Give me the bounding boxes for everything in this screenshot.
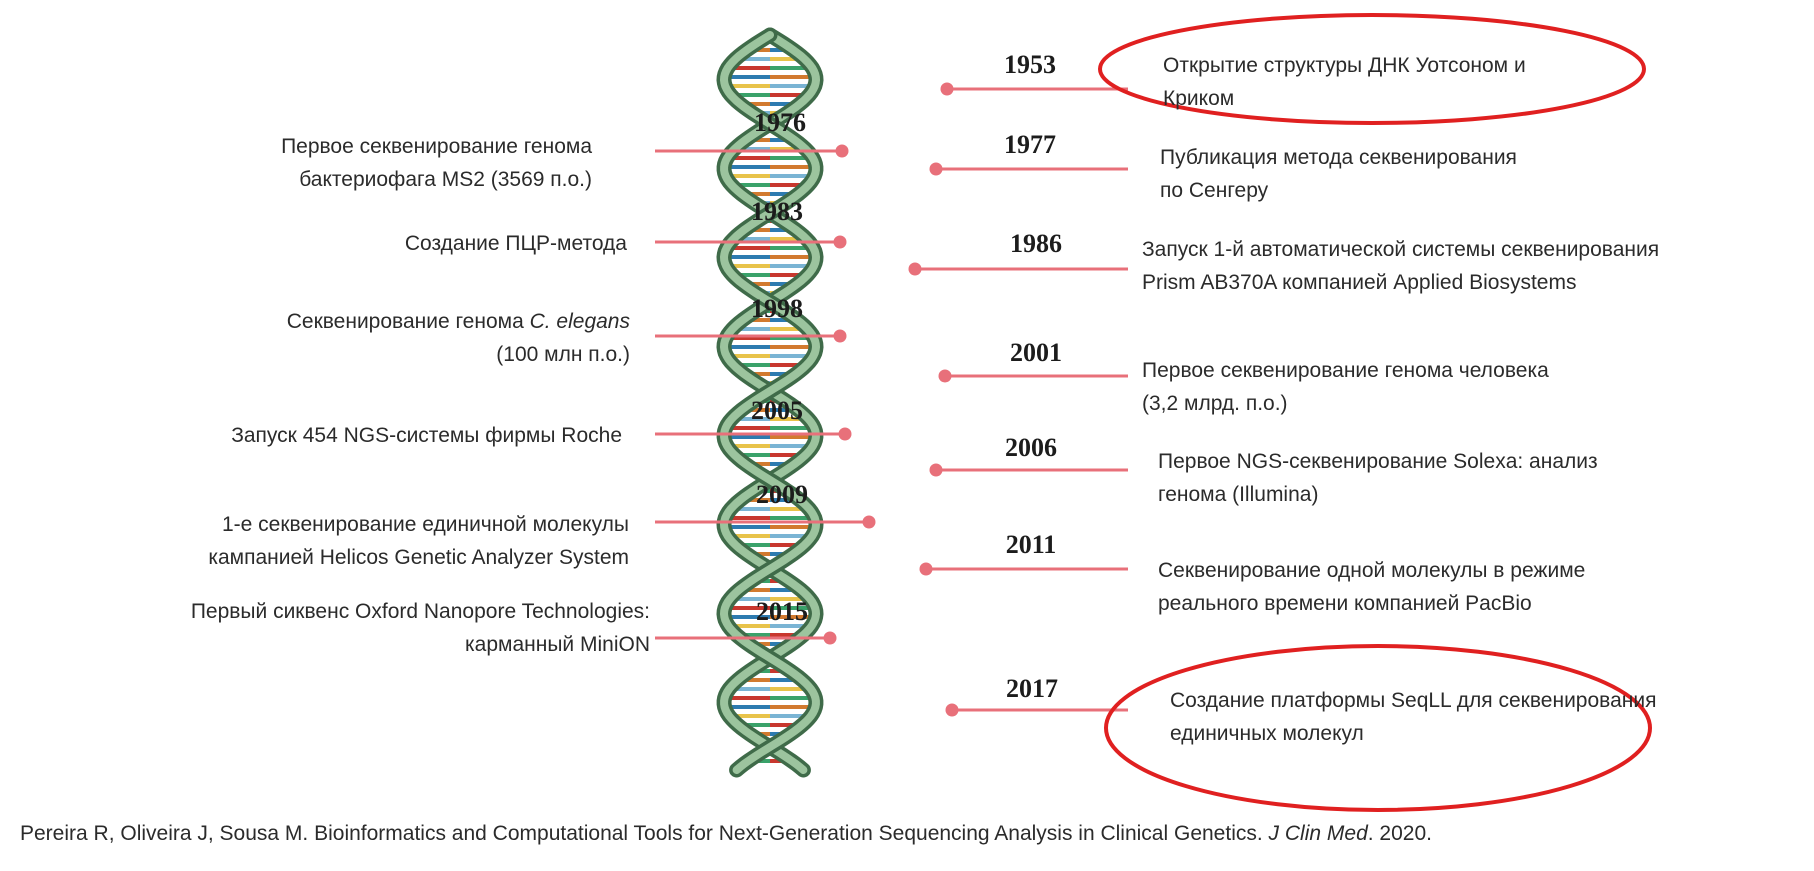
year-1986: 1986 <box>1010 229 1062 258</box>
year-2006: 2006 <box>1005 433 1057 462</box>
year-2011: 2011 <box>1006 530 1057 559</box>
year-2015: 2015 <box>756 597 808 626</box>
connector-dot-2006 <box>929 463 943 477</box>
highlight-ellipse-1953 <box>1098 13 1646 125</box>
year-labels: 1953 1976 1977 1983 1986 1998 2001 2005 2006 2009… <box>751 50 1062 703</box>
connector-dot-1986 <box>908 262 922 276</box>
year-1998: 1998 <box>751 294 803 323</box>
event-label-1983: Создание ПЦР-метода <box>404 232 627 255</box>
year-1953: 1953 <box>1004 50 1056 79</box>
year-2005: 2005 <box>751 396 803 425</box>
event-label-2006: Первое NGS-секвенирование Solexa: анализ… <box>1158 450 1598 506</box>
dna-helix-icon <box>716 27 824 778</box>
year-2009: 2009 <box>756 480 808 509</box>
connector-dot-2005 <box>838 427 852 441</box>
year-1977: 1977 <box>1004 130 1056 159</box>
highlight-ellipse-2017 <box>1104 644 1652 812</box>
connector-dot-2001 <box>938 369 952 383</box>
connector-dot-1953 <box>940 82 954 96</box>
connector-dot-1976 <box>835 144 849 158</box>
connector-dot-1998 <box>833 329 847 343</box>
citation: Pereira R, Oliveira J, Sousa M. Bioinfor… <box>20 822 1432 846</box>
event-label-1998-line1: Секвенирование генома C. elegans <box>286 310 630 333</box>
connector-dot-1977 <box>929 162 943 176</box>
connector-dot-2009 <box>862 515 876 529</box>
event-label-2015: Первый сиквенс Oxford Nanopore Technolog… <box>190 600 650 656</box>
connector-dot-1983 <box>833 235 847 249</box>
year-2017: 2017 <box>1006 674 1058 703</box>
connector-dot-2017 <box>945 703 959 717</box>
citation-year: . 2020. <box>1367 822 1432 845</box>
citation-authors: Pereira R, Oliveira J, Sousa M. Bioinfor… <box>20 822 1263 845</box>
event-label-1977: Публикация метода секвенирования по Сенге… <box>1160 146 1517 202</box>
event-label-2001: Первое секвенирование генома человека (3… <box>1142 359 1549 415</box>
event-label-2005: Запуск 454 NGS-системы фирмы Roche <box>231 424 622 447</box>
year-1976: 1976 <box>754 108 806 137</box>
year-2001: 2001 <box>1010 338 1062 367</box>
event-label-1976: Первое секвенирование генома бактериофага… <box>281 135 592 191</box>
event-label-2009: 1-е секвенирование единичной молекулы кам… <box>208 513 629 569</box>
event-label-2017: Создание платформы SeqLL для секвенирова… <box>1170 689 1657 745</box>
connector-dot-2011 <box>919 562 933 576</box>
year-1983: 1983 <box>751 197 803 226</box>
citation-journal: J Clin Med <box>1268 822 1368 845</box>
connector-dot-2015 <box>823 631 837 645</box>
helix-strand <box>719 31 821 774</box>
helix-strand <box>719 31 821 774</box>
event-label-1986: Запуск 1-й автоматической системы секвен… <box>1142 238 1660 294</box>
event-label-1953: Открытие структуры ДНК Уотсоном и Криком <box>1163 54 1526 110</box>
connector-lines <box>655 82 1128 717</box>
event-label-2011: Секвенирование одной молекулы в режиме ре… <box>1158 559 1586 615</box>
highlight-ellipses <box>1098 13 1652 812</box>
event-label-1998: Секвенирование генома C. elegans (100 млн… <box>287 305 630 371</box>
